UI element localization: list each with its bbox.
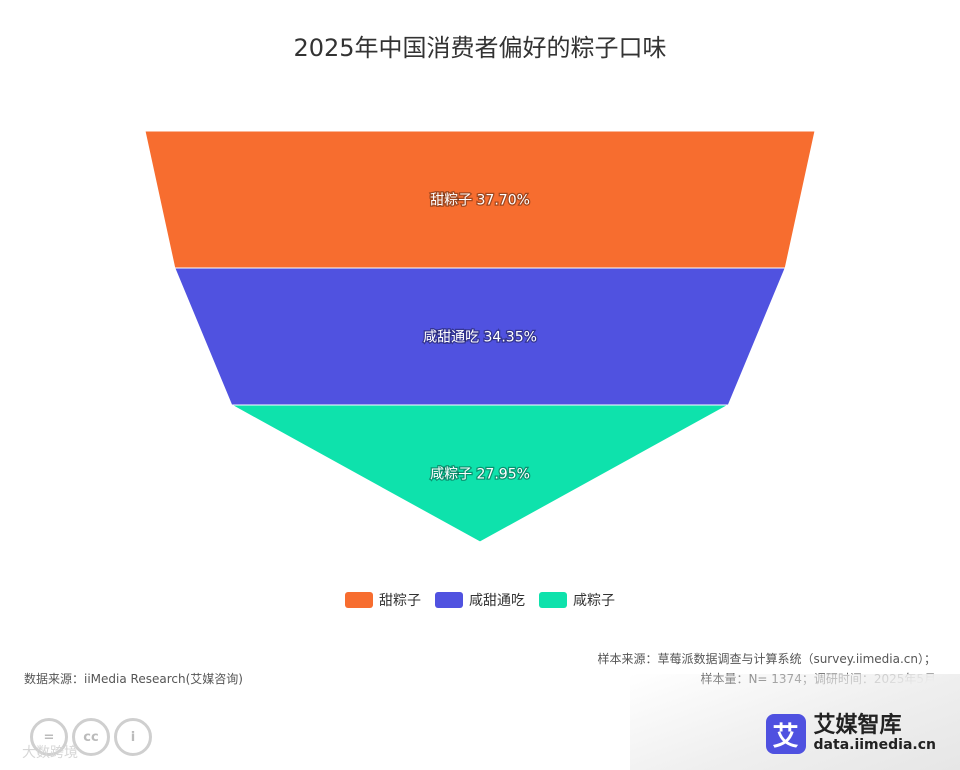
funnel-chart: 甜粽子 37.70% 咸甜通吃 34.35% 咸粽子 27.95% (144, 130, 816, 543)
brand-mark-icon: 艾 (765, 714, 806, 754)
chart-title: 2025年中国消费者偏好的粽子口味 (293, 34, 667, 62)
data-source-note: 数据来源：iiMedia Research(艾媒咨询) (24, 672, 243, 686)
funnel-label-salty: 咸粽子 27.95% (430, 467, 530, 483)
legend-label-sweet: 甜粽子 (379, 593, 421, 609)
legend: 甜粽子 咸甜通吃 咸粽子 (0, 590, 960, 610)
legend-label-salty: 咸粽子 (573, 593, 615, 609)
brand-logo: 艾 艾媒智库 data.iimedia.cn (765, 713, 936, 754)
funnel-segment-salty[interactable] (231, 404, 729, 543)
legend-swatch-sweet (345, 592, 373, 608)
legend-swatch-salty (539, 592, 567, 608)
sample-source-note: 样本来源：草莓派数据调查与计算系统（survey.iimedia.cn）； (597, 652, 936, 666)
attribution-icon: i (114, 718, 152, 756)
legend-item-both[interactable]: 咸甜通吃 (435, 590, 525, 610)
cc-icon: cc (72, 718, 110, 756)
brand-name: 艾媒智库 (813, 713, 902, 739)
brand-url: data.iimedia.cn (813, 737, 936, 754)
nd-icon: = (30, 718, 68, 756)
legend-item-sweet[interactable]: 甜粽子 (345, 590, 421, 610)
funnel-label-sweet: 甜粽子 37.70% (430, 193, 530, 209)
legend-label-both: 咸甜通吃 (469, 593, 525, 609)
funnel-label-both: 咸甜通吃 34.35% (423, 330, 537, 346)
watermark-text: 大数跨境 (22, 745, 78, 761)
legend-swatch-both (435, 592, 463, 608)
license-icons: = cc i (30, 718, 152, 756)
legend-item-salty[interactable]: 咸粽子 (539, 590, 615, 610)
